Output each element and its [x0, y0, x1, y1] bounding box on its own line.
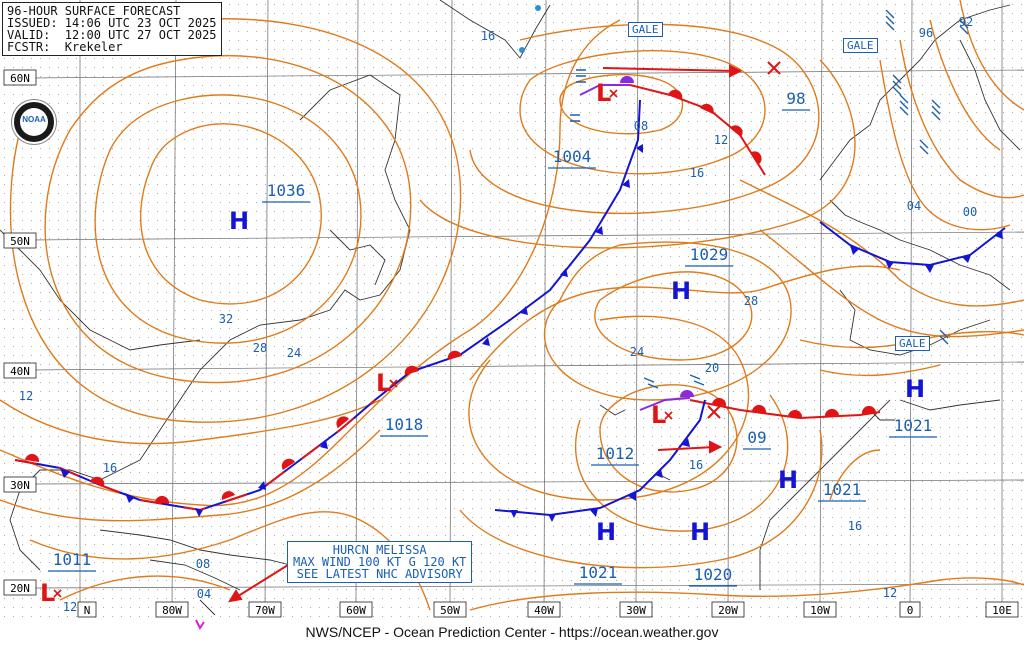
isobar-label: 12 [63, 600, 77, 614]
isobar-label: 96 [919, 26, 933, 40]
lat-label: 40N [10, 365, 30, 378]
isobar-label: 16 [690, 166, 704, 180]
isobar-label: 24 [287, 346, 301, 360]
hurricane-symbol [195, 619, 205, 630]
footer-credit: NWS/NCEP - Ocean Prediction Center - htt… [305, 624, 719, 640]
pressure-values: 1036 1029 1021 1021 1021 1020 1004 98 10… [53, 89, 933, 584]
south-low-fronts [494, 390, 881, 522]
pressure-center-letters: H H H H H H L L L L [40, 79, 925, 607]
lon-label: 80W [162, 604, 182, 617]
low-symbol: L [651, 401, 666, 429]
coastlines [0, 0, 1021, 616]
pressure-value: 1020 [694, 565, 733, 584]
lon-label: 10E [992, 604, 1012, 617]
valid-time: VALID: 12:00 UTC 27 OCT 2025 [7, 28, 217, 42]
issued-time: ISSUED: 14:06 UTC 23 OCT 2025 [7, 16, 217, 30]
lon-label: 30W [626, 604, 646, 617]
pressure-value: 1012 [596, 444, 635, 463]
pressure-underlines [48, 109, 937, 587]
europe-cold-front [819, 221, 1006, 273]
high-symbol: H [671, 277, 691, 305]
noaa-logo: NOAA [12, 100, 56, 144]
forecast-info-box: 96-HOUR SURFACE FORECAST ISSUED: 14:06 U… [2, 2, 222, 56]
pressure-value: 1029 [690, 245, 729, 264]
lon-label: 40W [534, 604, 554, 617]
dot-grid [0, 0, 1024, 620]
pressure-value: 1011 [53, 550, 92, 569]
lat-label: 30N [10, 479, 30, 492]
pressure-value: 1021 [579, 563, 618, 582]
isobar-labels: 16 96 92 08 12 16 04 00 28 32 28 24 24 2… [19, 15, 977, 614]
isobar-label: 16 [689, 458, 703, 472]
x-markers [707, 61, 781, 419]
isobar-label: 16 [481, 29, 495, 43]
hurricane-advisory-note: SEE LATEST NHC ADVISORY [296, 567, 463, 581]
isobar-label: 28 [744, 294, 758, 308]
longitude-labels: N 80W 70W 60W 50W 40W 30W 20W 10W 0 10E [77, 601, 1019, 618]
lon-label: 50W [440, 604, 460, 617]
isobar-label: 12 [714, 133, 728, 147]
isobar-label: 08 [634, 119, 648, 133]
pressure-value: 1036 [267, 181, 306, 200]
lat-label: 20N [10, 582, 30, 595]
forecaster: FCSTR: Krekeler [7, 40, 123, 54]
high-symbol: H [596, 518, 616, 546]
lat-label: 50N [10, 235, 30, 248]
cold-front-main [14, 99, 643, 517]
isobar-label: 16 [848, 519, 862, 533]
lat-label: 60N [10, 72, 30, 85]
gale-warning-label: GALE [843, 38, 878, 53]
hurricane-advisory-box: HURCN MELISSA MAX WIND 100 KT G 120 KT S… [287, 541, 473, 583]
high-symbol: H [778, 466, 798, 494]
gale-warning-label: GALE [628, 22, 663, 37]
forecast-title: 96-HOUR SURFACE FORECAST [7, 4, 181, 18]
pressure-value: 1021 [894, 416, 933, 435]
lon-label: 0 [907, 604, 914, 617]
north-low-fronts [579, 76, 766, 176]
isobar-label: 92 [959, 15, 973, 29]
lon-label: N [84, 604, 91, 617]
station-dot [519, 47, 525, 53]
gale-warning-label: GALE [895, 336, 930, 351]
isobar-label: 20 [705, 361, 719, 375]
isobar-label: 08 [196, 557, 210, 571]
low-center-x [53, 89, 673, 598]
high-symbol: H [905, 375, 925, 403]
motion-arrows [228, 64, 743, 603]
pressure-value: 1021 [823, 480, 862, 499]
pressure-value: 09 [747, 428, 766, 447]
hurricane-wind: MAX WIND 100 KT G 120 KT [293, 555, 467, 569]
hurricane-name: HURCN MELISSA [332, 543, 427, 557]
isobar-label: 16 [103, 461, 117, 475]
pressure-value: 1018 [385, 415, 424, 434]
noaa-logo-text: NOAA [22, 115, 46, 124]
isobar-label: 28 [253, 341, 267, 355]
isobar-label: 32 [219, 312, 233, 326]
isobar-label: 12 [883, 586, 897, 600]
isobar-label: 24 [630, 345, 644, 359]
lon-label: 10W [810, 604, 830, 617]
pressure-value: 1004 [553, 147, 592, 166]
isobar-label: 00 [963, 205, 977, 219]
wind-barbs [570, 9, 969, 389]
low-symbol: L [596, 79, 611, 107]
latitude-labels: 60N 50N 40N 30N 20N [3, 69, 37, 596]
lon-label: 20W [718, 604, 738, 617]
lon-label: 70W [255, 604, 275, 617]
isobar-label: 04 [197, 587, 211, 601]
isobar-label: 04 [907, 199, 921, 213]
low-symbol: L [376, 369, 391, 397]
lon-label: 60W [346, 604, 366, 617]
high-symbol: H [229, 207, 249, 235]
isobar-label: 12 [19, 389, 33, 403]
station-dot [535, 5, 541, 11]
high-symbol: H [690, 518, 710, 546]
pressure-value: 98 [786, 89, 805, 108]
low-symbol: L [40, 579, 55, 607]
